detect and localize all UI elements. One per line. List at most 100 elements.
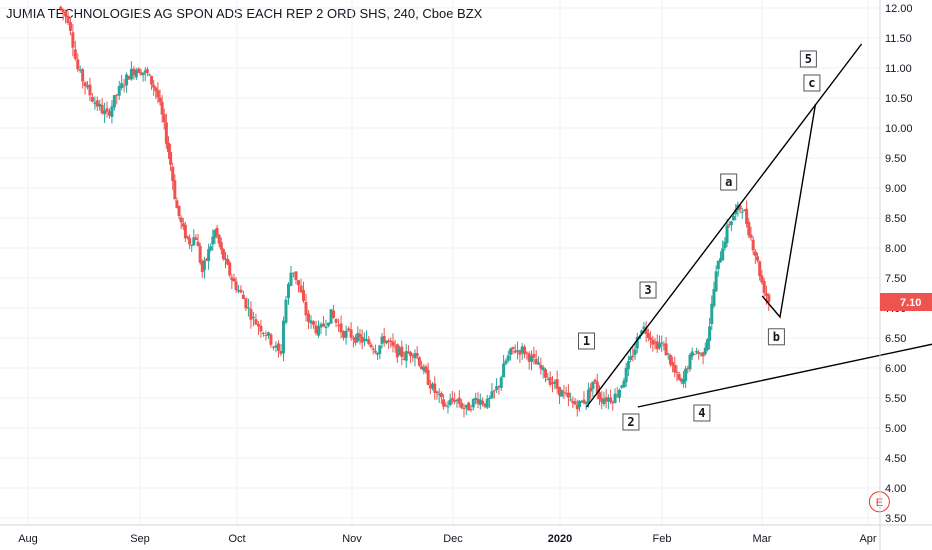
wave-label-2: 2 bbox=[627, 415, 634, 429]
candle-down bbox=[589, 387, 593, 392]
candle-up bbox=[485, 398, 489, 408]
candle-down bbox=[439, 393, 443, 398]
wave-label-box bbox=[803, 74, 821, 92]
candle-down bbox=[697, 352, 701, 355]
candle-up bbox=[251, 316, 255, 319]
candle-down bbox=[294, 271, 298, 280]
candle-up bbox=[710, 303, 714, 324]
candle-down bbox=[169, 151, 173, 165]
candle-up bbox=[718, 258, 722, 263]
candle-up bbox=[703, 347, 707, 355]
candle-down bbox=[668, 355, 672, 365]
candle-up bbox=[98, 103, 102, 107]
candle-down bbox=[738, 205, 742, 210]
candle-up bbox=[125, 74, 129, 86]
candle-down bbox=[299, 285, 303, 293]
candle-down bbox=[450, 398, 454, 401]
candle-down bbox=[239, 289, 243, 293]
candle-down bbox=[753, 251, 757, 256]
candle-up bbox=[464, 404, 468, 408]
candle-down bbox=[334, 318, 338, 323]
candle-down bbox=[402, 358, 406, 360]
candle-down bbox=[686, 368, 690, 370]
y-tick-label: 4.50 bbox=[885, 453, 906, 465]
x-tick-label: Aug bbox=[18, 533, 38, 545]
candle-down bbox=[679, 378, 683, 382]
candle-down bbox=[360, 336, 364, 343]
y-tick-label: 9.50 bbox=[885, 153, 906, 165]
y-tick-label: 7.50 bbox=[885, 273, 906, 285]
candle-down bbox=[230, 277, 234, 281]
candle-down bbox=[279, 351, 283, 354]
candle-down bbox=[150, 75, 154, 85]
candle-down bbox=[742, 209, 746, 212]
candle-up bbox=[591, 381, 595, 390]
candle-down bbox=[71, 32, 75, 48]
candle-down bbox=[483, 403, 487, 407]
candle-down bbox=[747, 221, 751, 236]
y-tick-label: 12.00 bbox=[885, 3, 913, 15]
candle-down bbox=[649, 337, 653, 340]
candle-up bbox=[422, 367, 426, 371]
candle-up bbox=[398, 347, 402, 355]
candle-down bbox=[367, 339, 371, 344]
candle-down bbox=[513, 350, 517, 353]
candle-up bbox=[642, 326, 646, 330]
candle-down bbox=[534, 358, 538, 365]
candle-up bbox=[617, 389, 621, 398]
candle-down bbox=[764, 293, 768, 296]
candle-down bbox=[132, 68, 136, 76]
candle-up bbox=[560, 390, 564, 397]
candle-down bbox=[481, 400, 485, 405]
candle-down bbox=[595, 381, 599, 393]
candle-down bbox=[219, 242, 223, 250]
candle-down bbox=[518, 350, 522, 355]
candle-down bbox=[373, 350, 377, 353]
candle-down bbox=[692, 353, 696, 355]
candle-down bbox=[185, 236, 189, 238]
candle-down bbox=[228, 262, 232, 276]
wave-label-box bbox=[639, 281, 657, 299]
x-tick-label: Oct bbox=[228, 533, 245, 545]
y-tick-label: 5.50 bbox=[885, 393, 906, 405]
lower-wedge-line bbox=[637, 343, 932, 408]
candle-up bbox=[553, 381, 557, 384]
candle-down bbox=[564, 393, 568, 395]
candle-down bbox=[393, 346, 397, 348]
candle-down bbox=[444, 404, 448, 406]
candle-up bbox=[657, 343, 661, 348]
candle-up bbox=[378, 345, 382, 354]
candle-down bbox=[194, 237, 198, 240]
candle-down bbox=[296, 280, 300, 286]
candle-down bbox=[204, 258, 208, 260]
candle-up bbox=[712, 288, 716, 306]
candle-down bbox=[156, 90, 160, 98]
candle-down bbox=[200, 261, 204, 273]
candle-down bbox=[417, 357, 421, 366]
candle-up bbox=[721, 248, 725, 261]
wave-label-5: 5 bbox=[805, 52, 812, 66]
candle-up bbox=[319, 324, 323, 328]
candle-down bbox=[555, 379, 559, 389]
candle-up bbox=[626, 361, 630, 370]
candle-up bbox=[541, 367, 545, 371]
candle-down bbox=[760, 275, 764, 283]
candle-up bbox=[502, 363, 506, 378]
candle-down bbox=[369, 344, 373, 348]
candle-down bbox=[406, 351, 410, 354]
candle-up bbox=[613, 393, 617, 403]
candle-up bbox=[716, 260, 720, 270]
candle-down bbox=[304, 301, 308, 316]
candle-down bbox=[160, 101, 164, 115]
candle-up bbox=[688, 354, 692, 370]
candle-down bbox=[342, 331, 346, 338]
last-price-label: 7.10 bbox=[900, 297, 921, 309]
candle-down bbox=[582, 399, 586, 404]
candle-up bbox=[740, 211, 744, 213]
candle-up bbox=[309, 320, 313, 324]
candle-down bbox=[655, 341, 659, 350]
candle-down bbox=[312, 321, 316, 325]
candle-down bbox=[727, 224, 731, 226]
